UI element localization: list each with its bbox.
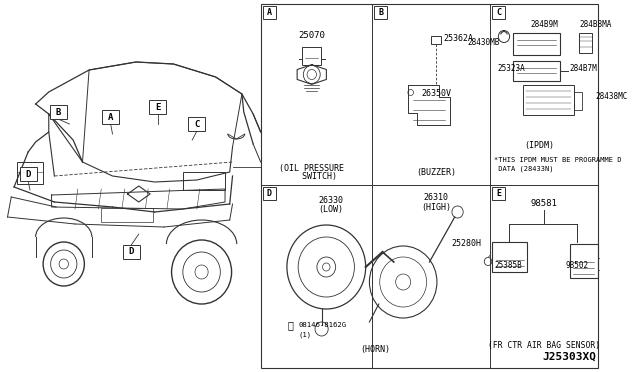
Text: D: D — [129, 247, 134, 257]
Bar — [513, 61, 560, 80]
Text: 98581: 98581 — [531, 199, 557, 208]
Text: E: E — [155, 103, 160, 112]
Text: (BUZZER): (BUZZER) — [416, 168, 456, 177]
Text: 25070: 25070 — [298, 31, 325, 39]
Text: C: C — [496, 8, 501, 17]
Text: Ⓑ: Ⓑ — [288, 320, 294, 330]
Bar — [102, 110, 119, 124]
Bar — [17, 162, 43, 184]
Text: C: C — [194, 119, 200, 128]
Bar — [50, 105, 67, 119]
Text: (LOW): (LOW) — [319, 205, 344, 214]
Bar — [492, 187, 506, 200]
Text: 28438MC: 28438MC — [596, 92, 628, 101]
Text: E: E — [496, 189, 501, 198]
Bar — [262, 6, 276, 19]
Bar — [523, 84, 574, 115]
Text: 26350V: 26350V — [421, 89, 451, 97]
Bar — [598, 257, 604, 269]
Bar — [574, 92, 582, 109]
Text: SWITCH): SWITCH) — [287, 172, 337, 181]
Text: *THIS IPDM MUST BE PROGRAMME D: *THIS IPDM MUST BE PROGRAMME D — [494, 157, 621, 163]
Bar — [431, 35, 441, 44]
Text: B: B — [378, 8, 383, 17]
Bar — [188, 117, 205, 131]
Text: 28430MB: 28430MB — [468, 38, 500, 47]
Bar — [492, 241, 527, 272]
Text: (IPDM): (IPDM) — [525, 141, 555, 150]
Text: 284B8MA: 284B8MA — [580, 19, 612, 29]
Text: 284B7M: 284B7M — [570, 64, 597, 73]
Text: (HORN): (HORN) — [360, 345, 390, 354]
Text: (FR CTR AIR BAG SENSOR): (FR CTR AIR BAG SENSOR) — [488, 341, 600, 350]
Text: J25303XQ: J25303XQ — [542, 352, 596, 362]
Text: DATA (28433N): DATA (28433N) — [494, 166, 554, 172]
Bar — [20, 167, 36, 181]
Text: 08146-8162G: 08146-8162G — [298, 322, 346, 328]
Bar — [260, 4, 598, 368]
Bar — [302, 46, 321, 64]
Text: (OIL PRESSURE: (OIL PRESSURE — [279, 164, 344, 173]
Text: D: D — [26, 170, 31, 179]
Text: 25362A: 25362A — [444, 34, 474, 43]
Bar — [513, 32, 560, 55]
Bar — [570, 244, 598, 278]
Bar — [579, 32, 592, 52]
Text: 26310: 26310 — [424, 193, 449, 202]
Text: 98502: 98502 — [566, 260, 589, 269]
Bar — [374, 6, 387, 19]
Text: (1): (1) — [298, 332, 311, 338]
Bar — [492, 6, 506, 19]
Text: A: A — [108, 112, 113, 122]
Text: (HIGH): (HIGH) — [421, 203, 451, 212]
Bar — [123, 245, 140, 259]
Text: 284B9M: 284B9M — [531, 19, 558, 29]
Bar — [101, 208, 153, 222]
Text: 25280H: 25280H — [452, 240, 482, 248]
Bar — [149, 100, 166, 114]
Text: 26330: 26330 — [319, 196, 344, 205]
Text: 25385B: 25385B — [495, 260, 522, 269]
Text: A: A — [267, 8, 271, 17]
Text: 25323A: 25323A — [497, 64, 525, 73]
Text: D: D — [267, 189, 271, 198]
Bar — [262, 187, 276, 200]
Text: B: B — [56, 108, 61, 116]
